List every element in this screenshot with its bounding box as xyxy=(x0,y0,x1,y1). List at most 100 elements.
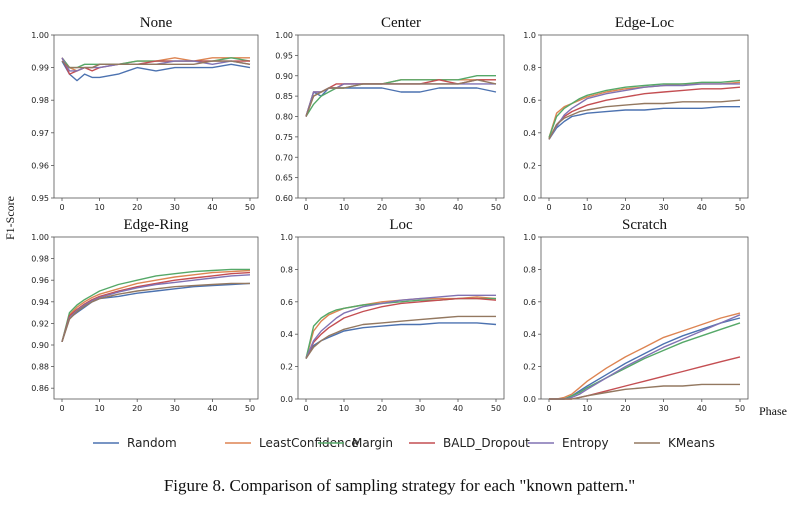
y-tick-label: 0.86 xyxy=(31,384,49,393)
x-tick-label: 10 xyxy=(582,404,592,413)
legend-item-margin: Margin xyxy=(318,436,393,450)
series-line-random xyxy=(61,282,251,343)
x-tick-label: 40 xyxy=(453,203,463,212)
x-tick-label: 30 xyxy=(659,203,669,212)
series-line-random xyxy=(305,87,497,117)
series-line-margin xyxy=(305,297,496,359)
y-tick-label: 0.70 xyxy=(275,153,293,162)
legend-item-entropy: Entropy xyxy=(528,436,609,450)
series-line-leastconfidence xyxy=(305,296,497,359)
series-line-bald-dropout xyxy=(548,86,741,140)
y-tick-label: 0.4 xyxy=(280,330,293,339)
y-tick-label: 1.00 xyxy=(31,31,49,40)
x-tick-label: 10 xyxy=(339,203,349,212)
legend-label: Margin xyxy=(352,436,393,450)
legend-item-leastconfidence: LeastConfidence xyxy=(225,436,359,450)
legend-label: Entropy xyxy=(562,436,609,450)
x-tick-label: 0 xyxy=(303,404,308,413)
y-tick-label: 0.2 xyxy=(523,363,536,372)
y-tick-label: 0.98 xyxy=(31,96,49,105)
panel-title: Edge-Ring xyxy=(124,217,189,233)
x-tick-label: 50 xyxy=(491,203,501,212)
plot-frame xyxy=(53,236,259,400)
series-line-kmeans xyxy=(549,383,740,400)
series-line-entropy xyxy=(548,83,740,140)
y-tick-label: 0.98 xyxy=(31,255,49,264)
x-tick-label: 10 xyxy=(339,404,349,413)
x-axis-label: Phase xyxy=(759,404,787,418)
y-tick-label: 1.00 xyxy=(275,31,293,40)
y-tick-label: 0.0 xyxy=(280,395,293,404)
x-tick-label: 40 xyxy=(453,404,463,413)
y-tick-label: 0.95 xyxy=(275,51,293,60)
x-tick-label: 50 xyxy=(245,404,255,413)
x-tick-label: 0 xyxy=(546,404,551,413)
y-tick-label: 0.6 xyxy=(280,298,293,307)
series-line-kmeans xyxy=(305,315,496,359)
y-tick-label: 0.8 xyxy=(523,265,536,274)
x-tick-label: 30 xyxy=(415,203,425,212)
y-tick-label: 0.90 xyxy=(31,341,49,350)
x-tick-label: 0 xyxy=(546,203,551,212)
panel-title: Edge-Loc xyxy=(615,15,674,31)
y-tick-label: 0.2 xyxy=(523,161,536,170)
panel-none: None 0.95 0.96 0.97 0.98 0.99 1.00 0 10 20 30 40 50 xyxy=(31,15,259,212)
legend-label: LeastConfidence xyxy=(259,436,359,450)
series-line-bald-dropout xyxy=(305,79,496,117)
y-tick-label: 0.80 xyxy=(275,113,293,122)
panel-edge-loc: Edge-Loc 0.0 0.2 0.4 0.6 0.8 1.0 0 10 20 30 40 50 xyxy=(523,15,749,212)
x-tick-label: 40 xyxy=(207,404,217,413)
panel-title: Loc xyxy=(389,217,413,233)
plot-frame xyxy=(53,34,259,199)
y-tick-label: 0.96 xyxy=(31,276,49,285)
y-tick-label: 0.95 xyxy=(31,194,49,203)
y-tick-label: 0.0 xyxy=(523,395,536,404)
series-line-random xyxy=(548,105,740,140)
x-tick-label: 30 xyxy=(659,404,669,413)
y-tick-label: 0.96 xyxy=(31,161,49,170)
x-tick-label: 0 xyxy=(59,203,64,212)
x-tick-label: 20 xyxy=(620,404,630,413)
x-tick-label: 30 xyxy=(170,203,180,212)
series-line-leastconfidence xyxy=(61,269,251,342)
y-tick-label: 0.4 xyxy=(523,330,536,339)
legend-label: Random xyxy=(127,436,177,450)
panel-loc: Loc 0.0 0.2 0.4 0.6 0.8 1.0 0 10 20 30 40 50 xyxy=(280,217,505,413)
y-tick-label: 0.6 xyxy=(523,298,536,307)
x-tick-label: 20 xyxy=(132,404,142,413)
legend-item-random: Random xyxy=(93,436,177,450)
y-tick-label: 0.2 xyxy=(280,363,293,372)
y-tick-label: 0.6 xyxy=(523,96,536,105)
x-tick-label: 10 xyxy=(95,404,105,413)
series-line-margin xyxy=(548,79,741,138)
series-line-margin xyxy=(61,268,250,342)
legend-item-bald-dropout: BALD_Dropout xyxy=(409,436,530,450)
y-tick-label: 1.0 xyxy=(280,233,293,242)
series-line-random xyxy=(61,60,251,82)
y-tick-label: 0.90 xyxy=(275,72,293,81)
x-tick-label: 10 xyxy=(95,203,105,212)
x-tick-label: 0 xyxy=(59,404,64,413)
y-tick-label: 1.0 xyxy=(523,233,536,242)
x-tick-label: 50 xyxy=(245,203,255,212)
y-axis-label: F1-Score xyxy=(3,196,17,240)
y-tick-label: 1.00 xyxy=(31,233,49,242)
series-line-entropy xyxy=(549,314,741,400)
series-line-kmeans xyxy=(61,282,250,343)
x-tick-label: 50 xyxy=(491,404,501,413)
x-tick-label: 40 xyxy=(207,203,217,212)
y-tick-label: 0.4 xyxy=(523,129,536,138)
series-line-kmeans xyxy=(305,79,497,117)
series-line-kmeans xyxy=(548,99,741,140)
series-line-random xyxy=(305,322,497,359)
plot-frame xyxy=(540,34,749,199)
series-line-kmeans xyxy=(61,60,251,69)
x-tick-label: 20 xyxy=(620,203,630,212)
x-tick-label: 40 xyxy=(697,203,707,212)
legend-label: BALD_Dropout xyxy=(443,436,530,450)
y-tick-label: 0.88 xyxy=(31,363,49,372)
x-tick-label: 0 xyxy=(303,203,308,212)
plot-frame xyxy=(540,236,749,400)
